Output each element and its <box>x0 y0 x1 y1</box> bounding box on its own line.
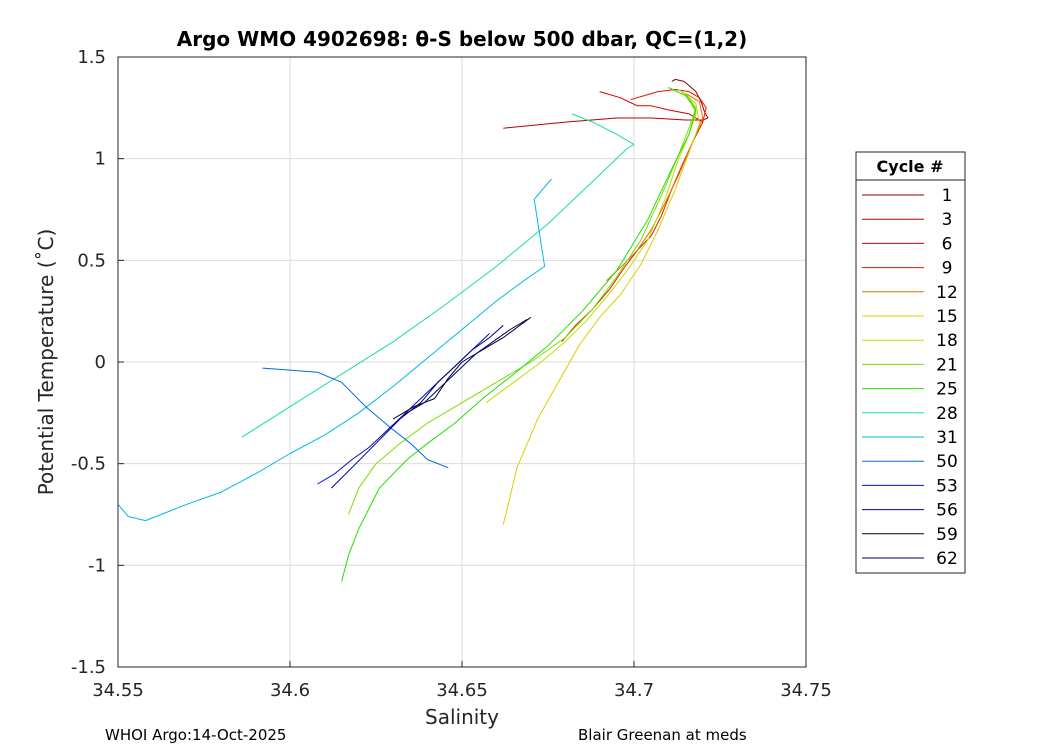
series-line-cycle-15 <box>502 91 700 525</box>
footer-left-text: WHOI Argo:14-Oct-2025 <box>105 726 287 744</box>
legend-title: Cycle # <box>877 157 944 176</box>
series-line-cycle-56 <box>330 325 504 489</box>
series-line-cycle-28 <box>241 113 635 438</box>
legend-label-cycle-25: 25 <box>936 380 958 400</box>
chart-title: Argo WMO 4902698: θ-S below 500 dbar, QC… <box>177 27 747 51</box>
legend-label-cycle-53: 53 <box>936 476 958 496</box>
legend-label-cycle-9: 9 <box>942 259 953 279</box>
legend-label-cycle-50: 50 <box>936 452 958 472</box>
legend-label-cycle-12: 12 <box>936 283 958 303</box>
legend-label-cycle-28: 28 <box>936 404 958 424</box>
series-line-cycle-31 <box>117 178 552 522</box>
series-line-cycle-6 <box>599 91 704 123</box>
y-tick-label: -1 <box>88 555 106 576</box>
legend-label-cycle-15: 15 <box>936 307 958 327</box>
legend-label-cycle-62: 62 <box>936 549 958 569</box>
x-tick-label: 34.55 <box>92 680 144 701</box>
legend-label-cycle-21: 21 <box>936 355 958 375</box>
y-axis-label: Potential Temperature (˚C) <box>34 229 58 496</box>
series-line-cycle-50 <box>262 367 449 469</box>
legend-label-cycle-3: 3 <box>942 210 953 230</box>
y-tick-label: 1.5 <box>77 47 106 68</box>
legend-label-cycle-6: 6 <box>942 234 953 254</box>
x-tick-label: 34.6 <box>270 680 310 701</box>
x-tick-label: 34.7 <box>614 680 654 701</box>
series-line-cycle-12 <box>606 93 704 282</box>
legend-box <box>855 151 966 574</box>
series-line-cycle-25 <box>341 87 697 582</box>
series-line-cycle-9 <box>561 89 707 343</box>
y-tick-label: 0.5 <box>77 250 106 271</box>
series-line-cycle-1 <box>671 78 709 119</box>
y-tick-label: -1.5 <box>71 657 106 678</box>
legend-label-cycle-59: 59 <box>936 525 958 545</box>
legend-label-cycle-56: 56 <box>936 501 958 521</box>
y-tick-label: -0.5 <box>71 454 106 475</box>
x-tick-label: 34.65 <box>436 680 488 701</box>
ticks: 34.55 34.6 34.65 34.7 34.75 -1.5 -1 -0.5 0 0.5 1 1.… <box>71 47 832 701</box>
series-line-cycle-62 <box>403 318 528 416</box>
series-line-cycle-21 <box>348 93 697 515</box>
legend: Cycle # 1 3 6 9 12 15 18 21 25 28 31 50 53 56 59 62 <box>855 151 966 574</box>
x-axis-label: Salinity <box>425 705 499 729</box>
series-group <box>117 78 709 582</box>
series-line-cycle-59 <box>392 316 532 420</box>
legend-label-cycle-1: 1 <box>942 186 953 206</box>
x-tick-label: 34.75 <box>780 680 832 701</box>
legend-label-cycle-31: 31 <box>936 428 958 448</box>
legend-label-cycle-18: 18 <box>936 331 958 351</box>
footer-right-text: Blair Greenan at meds <box>578 726 747 744</box>
y-tick-label: 0 <box>95 352 106 373</box>
y-tick-label: 1 <box>95 149 106 170</box>
series-line-cycle-18 <box>485 89 697 404</box>
